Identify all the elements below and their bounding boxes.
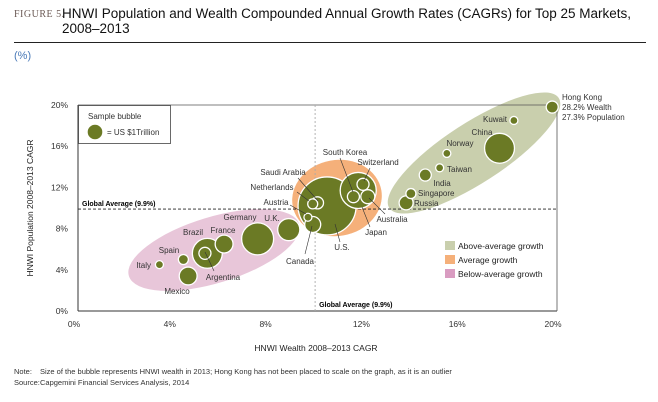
legend-label: Above-average growth — [458, 241, 544, 251]
title-divider — [14, 42, 646, 43]
bubble-taiwan — [434, 163, 445, 173]
y-axis-title: HNWI Population 2008–2013 CAGR — [25, 139, 35, 276]
source: Source:Capgemini Financial Services Anal… — [14, 378, 189, 387]
leader-line-australia — [368, 197, 386, 215]
note-text: Size of the bubble represents HNWI wealt… — [40, 367, 452, 376]
x-tick-label: 8% — [259, 319, 272, 329]
bubble-label-japan: Japan — [365, 228, 387, 237]
bubble-switzerland — [356, 177, 370, 191]
bubble-label-switzerland: Switzerland — [357, 158, 398, 167]
y-tick-label: 16% — [51, 141, 68, 151]
global-average-label-vertical: Global Average (9.9%) — [319, 302, 392, 309]
bubble-label-hong-kong: 27.3% Population — [562, 113, 625, 122]
global-average-label-horizontal: Global Average (9.9%) — [82, 201, 155, 208]
legend-label: Below-average growth — [458, 269, 543, 279]
bubble-label-spain: Spain — [159, 246, 179, 255]
sample-bubble-label: = US $1Trillion — [107, 128, 159, 137]
bubble-germany — [240, 222, 275, 256]
note: Note: Size of the bubble represents HNWI … — [14, 367, 452, 376]
sample-bubble — [87, 124, 103, 140]
x-tick-label: 16% — [449, 319, 466, 329]
bubble-label-singapore: Singapore — [418, 189, 455, 198]
bubble-label-u-k-: U.K. — [264, 214, 280, 223]
bubble-mexico — [178, 266, 198, 286]
bubble-label-saudi-arabia: Saudi Arabia — [260, 168, 306, 177]
bubble-singapore — [405, 187, 417, 200]
bubble-label-south-korea: South Korea — [323, 148, 368, 157]
y-tick-label: 12% — [51, 182, 68, 192]
bubble-netherlands — [307, 198, 319, 210]
leader-line-japan — [361, 206, 371, 228]
sample-bubble-box — [78, 105, 171, 144]
bubble-hong-kong — [545, 100, 559, 114]
x-tick-label: 0% — [68, 319, 81, 329]
bubble-kuwait — [509, 115, 519, 126]
y-tick-label: 8% — [56, 224, 69, 234]
bubble-label-russia: Russia — [414, 199, 439, 208]
source-text: Capgemini Financial Services Analysis, 2… — [40, 378, 190, 387]
figure-label: FIGURE 5. — [14, 9, 65, 20]
x-axis-title: HNWI Wealth 2008–2013 CAGR — [254, 343, 377, 353]
bubble-label-france: France — [211, 226, 236, 235]
leader-line-netherlands — [296, 191, 310, 202]
legend-label: Average growth — [458, 255, 518, 265]
source-label: Source: — [14, 378, 40, 387]
x-tick-label: 20% — [544, 319, 561, 329]
bubble-label-norway: Norway — [446, 139, 473, 148]
bubble-label-australia: Australia — [376, 215, 408, 224]
leader-line-saudi-arabia — [297, 177, 319, 202]
bubble-norway — [442, 148, 452, 159]
bubble-label-netherlands: Netherlands — [250, 183, 293, 192]
leader-line-canada — [304, 225, 313, 255]
bubble-label-germany: Germany — [224, 213, 257, 222]
unit-label: (%) — [14, 50, 32, 62]
bubble-france — [214, 234, 234, 254]
bubble-label-argentina: Argentina — [206, 273, 241, 282]
x-tick-label: 4% — [164, 319, 177, 329]
bubble-label-canada: Canada — [286, 257, 315, 266]
bubble-label-italy: Italy — [136, 261, 151, 270]
bubble-label-brazil: Brazil — [183, 228, 203, 237]
bubble-label-mexico: Mexico — [164, 287, 190, 296]
leader-line-austria — [289, 204, 307, 215]
y-tick-label: 4% — [56, 265, 69, 275]
bubble-italy — [154, 260, 165, 270]
bubble-south-korea — [346, 190, 361, 204]
leader-line-argentina — [204, 251, 215, 272]
leader-line-switzerland — [363, 167, 371, 182]
bubble-label-hong-kong: 28.2% Wealth — [562, 103, 612, 112]
legend-swatch — [445, 269, 455, 278]
y-tick-label: 0% — [56, 306, 69, 316]
bubble-u-k- — [277, 217, 301, 242]
bubble-label-hong-kong: Hong Kong — [562, 93, 602, 102]
note-label: Note: — [14, 367, 32, 376]
bubble-india — [418, 168, 432, 182]
legend-swatch — [445, 255, 455, 264]
bubble-label-u-s-: U.S. — [334, 243, 350, 252]
bubble-argentina — [198, 246, 212, 260]
bubble-label-kuwait: Kuwait — [483, 115, 508, 124]
bubble-china — [483, 132, 516, 164]
sample-bubble-title: Sample bubble — [88, 112, 142, 121]
bubble-label-china: China — [472, 128, 493, 137]
chart-title: HNWI Population and Wealth Compounded An… — [62, 6, 632, 36]
bubble-label-taiwan: Taiwan — [447, 165, 472, 174]
bubble-spain — [177, 253, 190, 266]
bubble-label-india: India — [433, 179, 451, 188]
bubble-label-austria: Austria — [264, 198, 289, 207]
bubble-austria — [303, 212, 313, 222]
leader-line-u-s- — [334, 223, 341, 243]
legend-swatch — [445, 241, 455, 250]
y-tick-label: 20% — [51, 100, 68, 110]
leader-line-south-korea — [339, 157, 354, 193]
x-tick-label: 12% — [353, 319, 370, 329]
